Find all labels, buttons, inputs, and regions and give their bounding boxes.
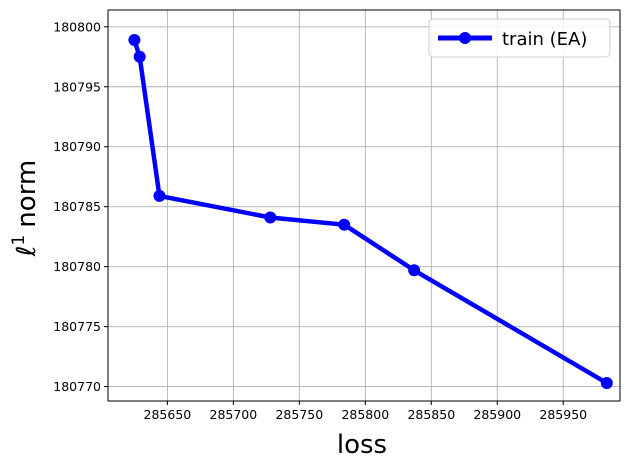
y-axis-label-word: norm [12, 160, 42, 228]
y-tick-label: 180800 [53, 19, 101, 34]
y-tick-label: 180790 [53, 139, 101, 154]
x-tick-label: 285650 [144, 407, 192, 422]
y-axis-label-superscript: 1 [9, 235, 29, 246]
x-axis-label: loss [337, 430, 387, 460]
y-axis-label: ℓ1 norm [9, 160, 42, 258]
legend-marker-sample [459, 32, 471, 44]
y-tick-label: 180775 [53, 319, 101, 334]
data-point [338, 218, 351, 231]
x-tick-label: 285800 [341, 407, 389, 422]
x-tick-label: 285850 [407, 407, 455, 422]
x-tick-label: 285750 [275, 407, 323, 422]
x-tick-label: 285700 [210, 407, 258, 422]
x-tick-label: 285950 [539, 407, 587, 422]
y-tick-label: 180770 [53, 379, 101, 394]
legend: train (EA) [428, 18, 611, 58]
plot-area-frame [107, 9, 621, 402]
y-axis-label-symbol: ℓ [12, 246, 42, 258]
axis-ticks: 285650 285700 285750 285800 285850 285900 2859… [53, 19, 587, 422]
legend-label: train (EA) [502, 29, 587, 50]
data-point [600, 377, 613, 390]
y-tick-label: 180785 [53, 199, 101, 214]
x-tick-label: 285900 [473, 407, 521, 422]
data-series [128, 33, 613, 390]
data-point [133, 50, 146, 63]
y-tick-label: 180795 [53, 79, 101, 94]
series-line [132, 37, 610, 386]
data-point [408, 264, 421, 277]
data-point [128, 33, 141, 46]
data-point [264, 211, 277, 224]
legend-box [428, 18, 611, 58]
y-tick-label: 180780 [53, 259, 101, 274]
grid-lines [108, 10, 620, 401]
data-point [153, 189, 166, 202]
